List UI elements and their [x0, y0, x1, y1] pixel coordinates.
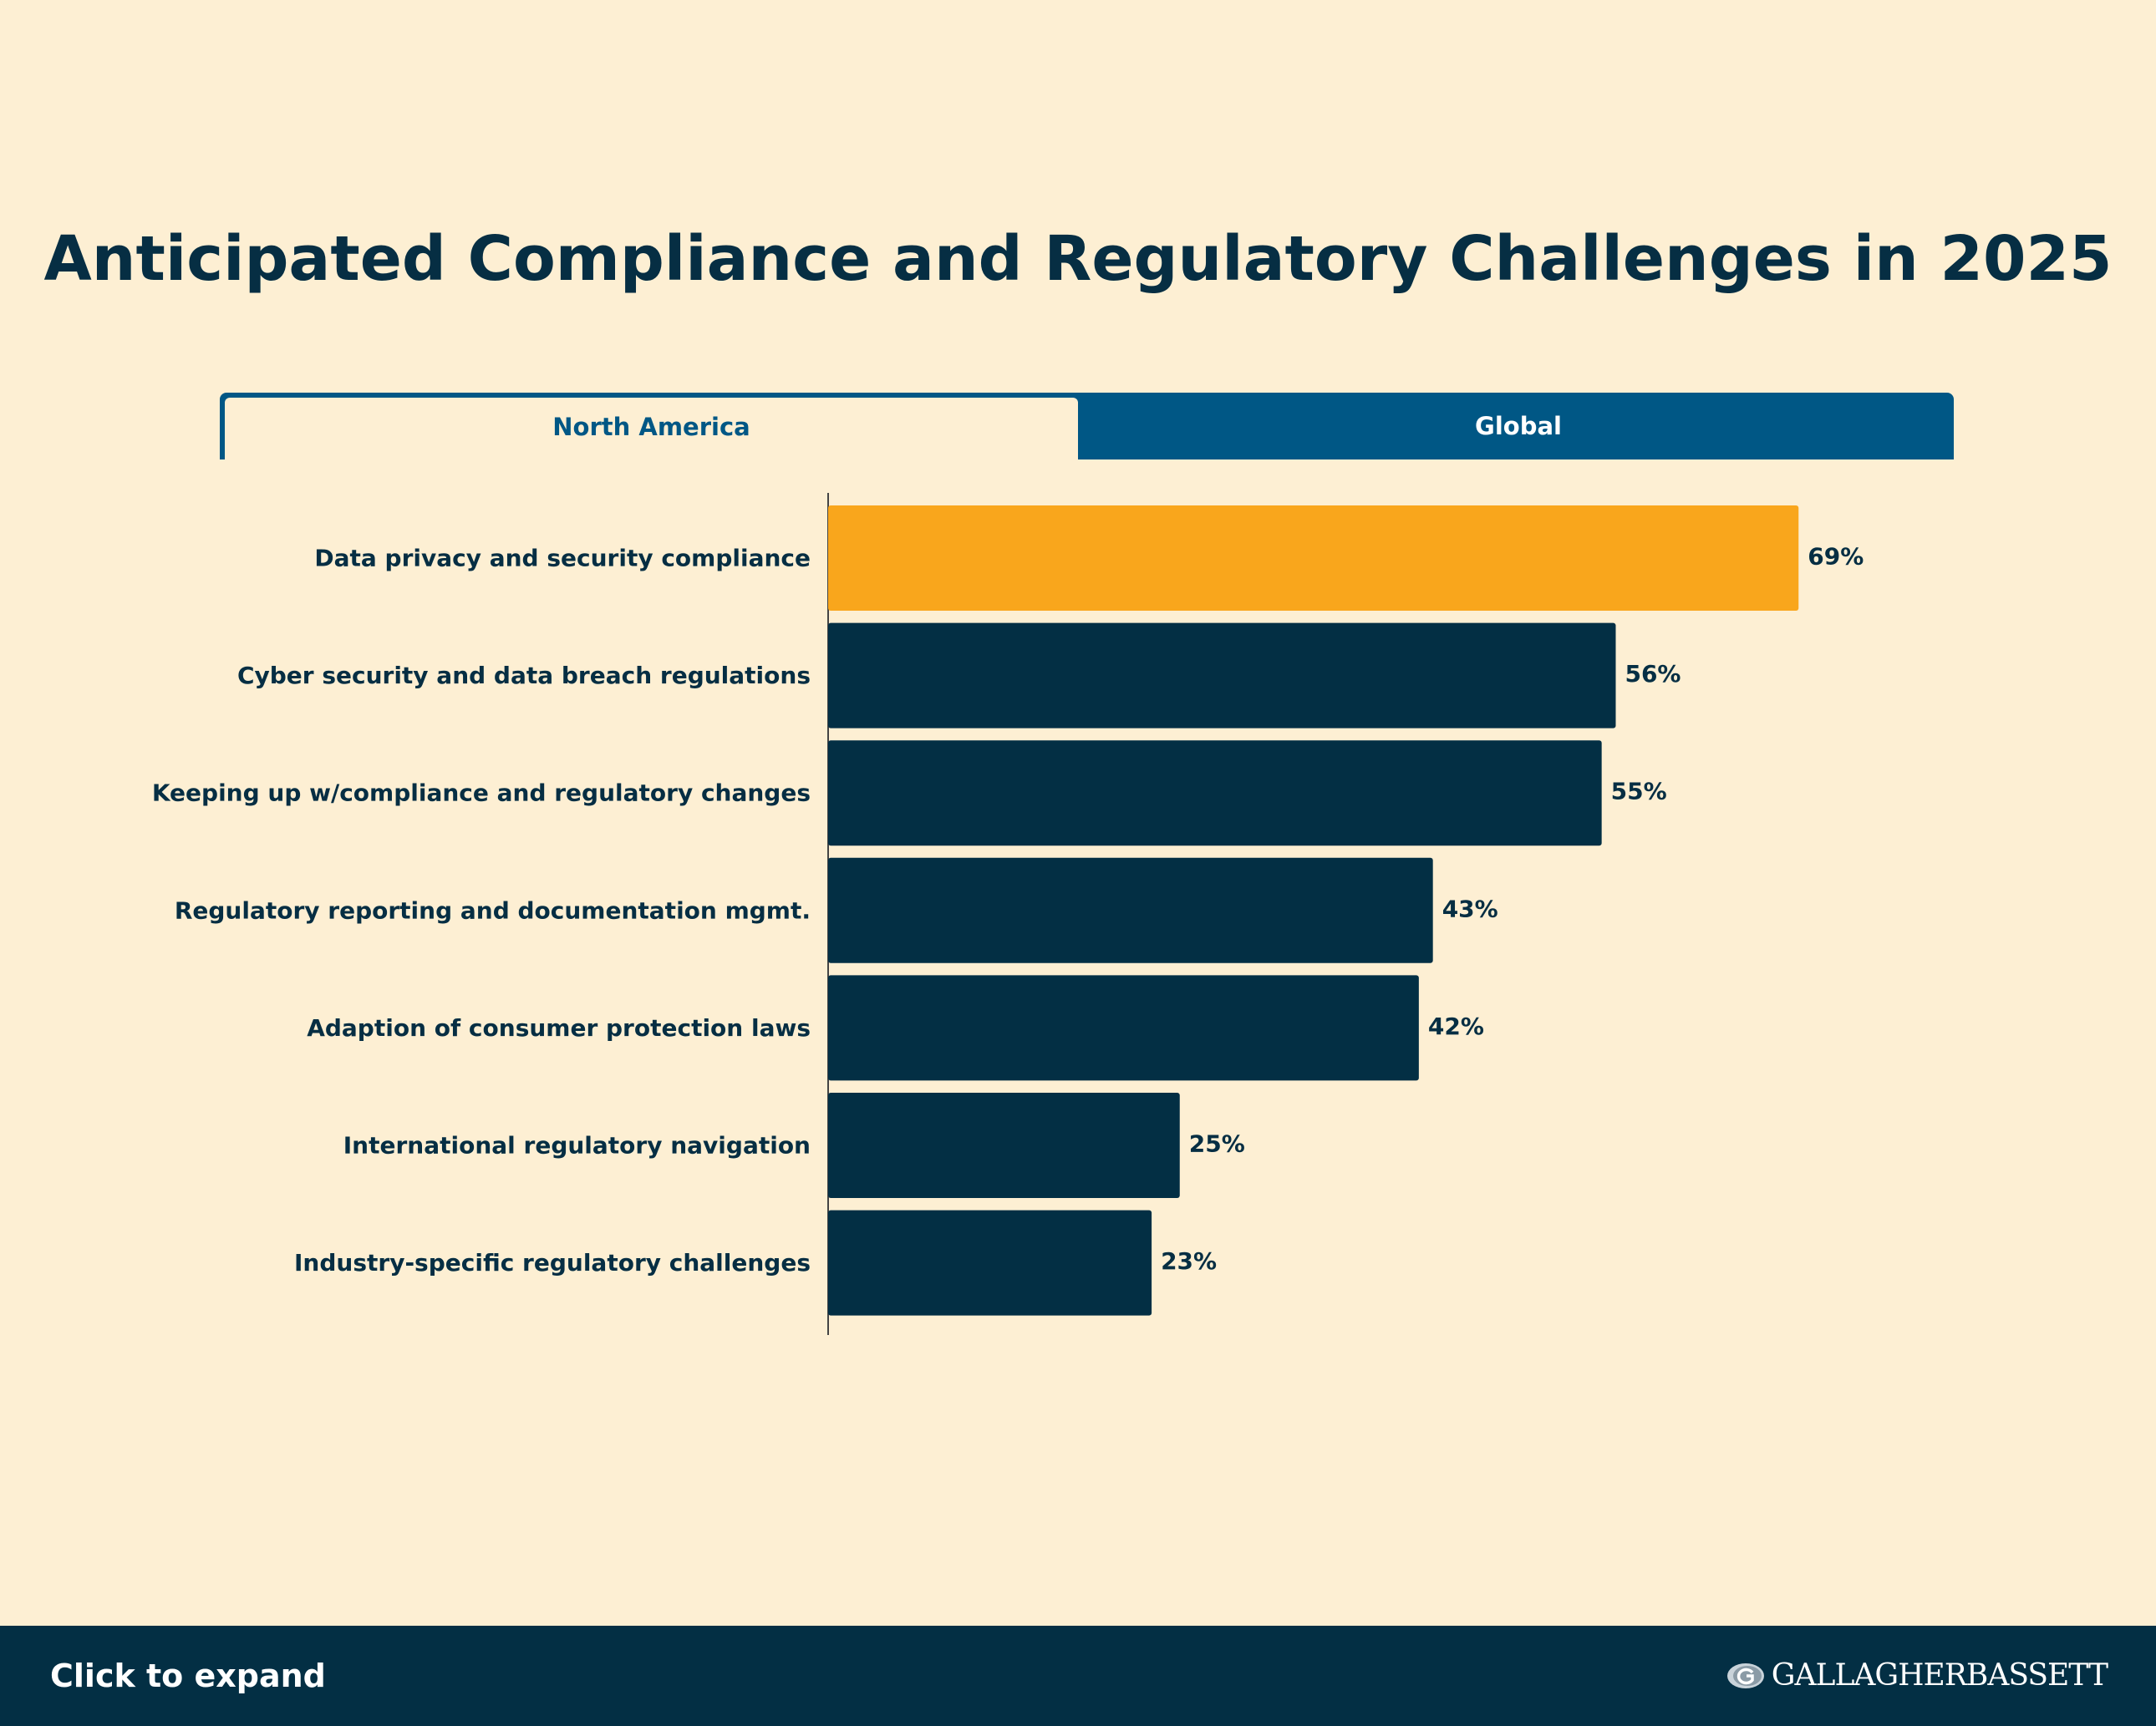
tab-global[interactable]: Global [1475, 412, 1562, 440]
footer-bar: Click to expand GALLAGHERBASSETT [0, 1626, 2156, 1726]
bar-4 [828, 857, 1433, 963]
globe-g-icon [1726, 1663, 1764, 1688]
value-label-4: 43% [1442, 895, 1498, 922]
category-label-4: Regulatory reporting and documentation m… [175, 896, 811, 924]
bar-5 [828, 975, 1419, 1081]
bar-3 [828, 740, 1602, 846]
gallagher-bassett-logo: GALLAGHERBASSETT [1726, 1657, 2108, 1694]
value-label-2: 56% [1625, 660, 1681, 688]
bar-7 [828, 1210, 1152, 1316]
category-label-7: Industry-specific regulatory challenges [294, 1249, 811, 1277]
bar-chart: Data privacy and security compliance 69% C… [152, 493, 1864, 1335]
region-tabs: North America Global [220, 393, 1954, 459]
value-label-1: 69% [1808, 543, 1864, 571]
bar-2 [828, 622, 1616, 728]
category-label-6: International regulatory navigation [343, 1132, 811, 1160]
click-to-expand-button[interactable]: Click to expand [50, 1657, 326, 1694]
category-label-3: Keeping up w/compliance and regulatory c… [152, 779, 811, 807]
value-label-5: 42% [1428, 1013, 1484, 1040]
bar-6 [828, 1093, 1180, 1198]
tab-north-america[interactable]: North America [225, 398, 1078, 459]
page-title: Anticipated Compliance and Regulatory Ch… [43, 223, 2113, 295]
category-label-1: Data privacy and security compliance [314, 545, 811, 572]
bar-1 [828, 505, 1799, 611]
value-label-6: 25% [1189, 1130, 1245, 1158]
category-label-2: Cyber security and data breach regulatio… [237, 662, 811, 689]
value-label-3: 55% [1611, 778, 1667, 805]
logo-text: GALLAGHERBASSETT [1771, 1658, 2108, 1693]
category-label-5: Adaption of consumer protection laws [307, 1014, 811, 1042]
value-label-7: 23% [1161, 1247, 1217, 1275]
